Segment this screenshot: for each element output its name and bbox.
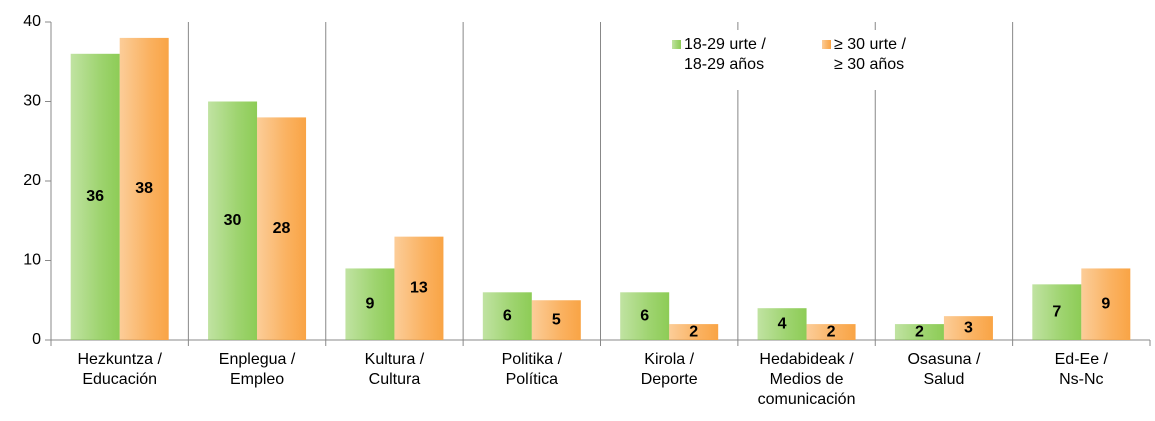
y-tick-label: 30 (23, 93, 41, 110)
y-tick-label: 10 (23, 252, 41, 269)
x-tick-label: Hedabideak / Medios de comunicación (757, 351, 856, 408)
data-label: 28 (273, 220, 291, 237)
x-tick-label: Kirola / Deporte (640, 351, 698, 388)
data-label: 9 (365, 295, 374, 312)
bar (943, 316, 993, 340)
bar (669, 324, 719, 340)
x-tick-label: Politika / Política (501, 351, 563, 388)
bar (394, 236, 444, 340)
data-label: 5 (552, 311, 561, 328)
bar (345, 268, 395, 340)
x-tick-label: Enplegua / Empleo (218, 351, 296, 388)
legend-swatch (822, 40, 831, 49)
legend-label: ≥ 30 urte / ≥ 30 años (834, 36, 906, 73)
data-label: 9 (1101, 295, 1110, 312)
data-label: 36 (86, 188, 104, 205)
bar (119, 37, 169, 341)
y-tick-label: 40 (23, 13, 41, 30)
data-label: 7 (1052, 303, 1061, 320)
data-label: 4 (778, 315, 787, 332)
bar (208, 101, 258, 340)
x-tick-label: Ed-Ee / Ns-Nc (1054, 351, 1108, 388)
bar (1081, 268, 1131, 340)
x-tick-label: Hezkuntza / Educación (77, 351, 162, 388)
bar (257, 117, 307, 341)
data-label: 2 (827, 323, 836, 340)
x-tick-label: Osasuna / Salud (907, 351, 981, 388)
data-label: 3 (964, 319, 973, 336)
data-label: 30 (224, 212, 242, 229)
bar (757, 308, 807, 340)
bar (894, 324, 944, 340)
y-tick-label: 0 (32, 331, 41, 348)
legend-label: 18-29 urte / 18-29 años (684, 36, 766, 73)
bar (1032, 284, 1082, 340)
legend-box (666, 30, 976, 90)
bar (70, 53, 120, 341)
y-tick-label: 20 (23, 172, 41, 189)
data-label: 2 (915, 323, 924, 340)
bar (482, 292, 532, 340)
data-label: 2 (689, 323, 698, 340)
legend-swatch (672, 40, 681, 49)
x-tick-label: Kultura / Cultura (364, 351, 425, 388)
bar (620, 292, 670, 340)
data-label: 13 (410, 280, 428, 297)
data-label: 6 (640, 307, 649, 324)
data-label: 38 (135, 180, 153, 197)
data-label: 6 (503, 307, 512, 324)
bar (806, 324, 856, 340)
bar (531, 300, 581, 340)
